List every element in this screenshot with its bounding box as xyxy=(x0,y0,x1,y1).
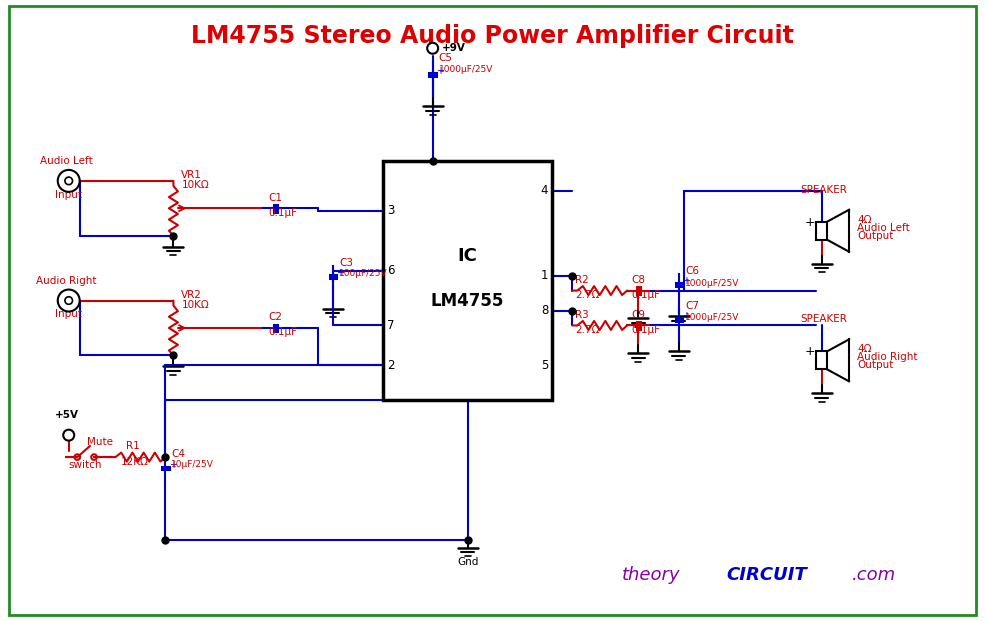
Text: C5: C5 xyxy=(438,53,453,63)
Text: Input: Input xyxy=(55,190,82,200)
Bar xyxy=(816,351,827,369)
Text: 0.1μF: 0.1μF xyxy=(268,327,297,337)
Text: 2.7Ω: 2.7Ω xyxy=(575,325,600,335)
Text: VR1: VR1 xyxy=(181,170,202,180)
Text: 5: 5 xyxy=(541,359,549,372)
Text: R3: R3 xyxy=(575,310,589,320)
Text: +: + xyxy=(168,460,177,469)
Text: 2: 2 xyxy=(387,359,394,372)
Text: SPEAKER: SPEAKER xyxy=(800,185,847,195)
Text: 10KΩ: 10KΩ xyxy=(181,299,209,309)
Text: 4Ω: 4Ω xyxy=(858,345,872,355)
Text: switch: switch xyxy=(68,460,101,470)
Text: C7: C7 xyxy=(685,301,699,310)
Text: 0.1μF: 0.1μF xyxy=(631,290,660,300)
Text: Input: Input xyxy=(55,309,82,319)
Bar xyxy=(383,161,553,401)
Text: 10μF/25V: 10μF/25V xyxy=(171,460,215,469)
Text: 7: 7 xyxy=(387,319,394,332)
Text: Audio Left: Audio Left xyxy=(40,156,94,166)
Text: 1000μF/25V: 1000μF/25V xyxy=(685,279,740,288)
Text: 0.1μF: 0.1μF xyxy=(268,208,297,218)
Text: IC: IC xyxy=(458,247,478,265)
Text: C3: C3 xyxy=(339,258,353,268)
Text: 10KΩ: 10KΩ xyxy=(181,180,209,190)
Text: Audio Right: Audio Right xyxy=(36,276,97,286)
Text: 2.7Ω: 2.7Ω xyxy=(575,290,600,300)
Text: C1: C1 xyxy=(268,193,282,203)
Text: VR2: VR2 xyxy=(181,289,202,299)
Text: SPEAKER: SPEAKER xyxy=(800,314,847,324)
Text: CIRCUIT: CIRCUIT xyxy=(727,566,808,584)
Text: C6: C6 xyxy=(685,266,699,276)
Text: 4Ω: 4Ω xyxy=(858,215,872,225)
Text: C9: C9 xyxy=(631,310,645,320)
Text: 100μF/25V: 100μF/25V xyxy=(339,269,387,278)
Text: 0.1μF: 0.1μF xyxy=(631,325,660,335)
Text: +5V: +5V xyxy=(55,410,79,420)
Text: Output: Output xyxy=(858,360,893,370)
Text: 4: 4 xyxy=(541,184,549,197)
Text: Audio Left: Audio Left xyxy=(858,223,910,233)
Text: +: + xyxy=(805,345,815,358)
Text: 1000μF/25V: 1000μF/25V xyxy=(438,65,493,74)
Text: 1000μF/25V: 1000μF/25V xyxy=(685,314,740,322)
Text: +: + xyxy=(436,66,444,76)
Text: +: + xyxy=(683,276,690,286)
Text: Mute: Mute xyxy=(87,437,112,447)
Text: +: + xyxy=(805,215,815,229)
Text: C4: C4 xyxy=(171,449,185,459)
Bar xyxy=(816,222,827,240)
Text: 12KΩ: 12KΩ xyxy=(120,457,149,467)
Text: LM4755 Stereo Audio Power Amplifier Circuit: LM4755 Stereo Audio Power Amplifier Circ… xyxy=(191,24,794,48)
Text: R2: R2 xyxy=(575,275,589,285)
Text: 6: 6 xyxy=(387,264,394,277)
Text: 3: 3 xyxy=(387,204,394,217)
Text: C2: C2 xyxy=(268,312,282,322)
Text: Gnd: Gnd xyxy=(457,557,479,567)
Text: theory: theory xyxy=(623,566,681,584)
Text: Output: Output xyxy=(858,231,893,241)
Text: R1: R1 xyxy=(125,441,139,451)
Text: +: + xyxy=(683,311,690,321)
Text: +9V: +9V xyxy=(441,43,466,53)
Text: LM4755: LM4755 xyxy=(430,291,504,309)
Text: 1: 1 xyxy=(541,269,549,282)
Text: .com: .com xyxy=(851,566,895,584)
Text: C8: C8 xyxy=(631,275,645,285)
Text: 8: 8 xyxy=(541,304,549,317)
Text: Audio Right: Audio Right xyxy=(858,352,918,363)
Text: +: + xyxy=(337,268,345,278)
